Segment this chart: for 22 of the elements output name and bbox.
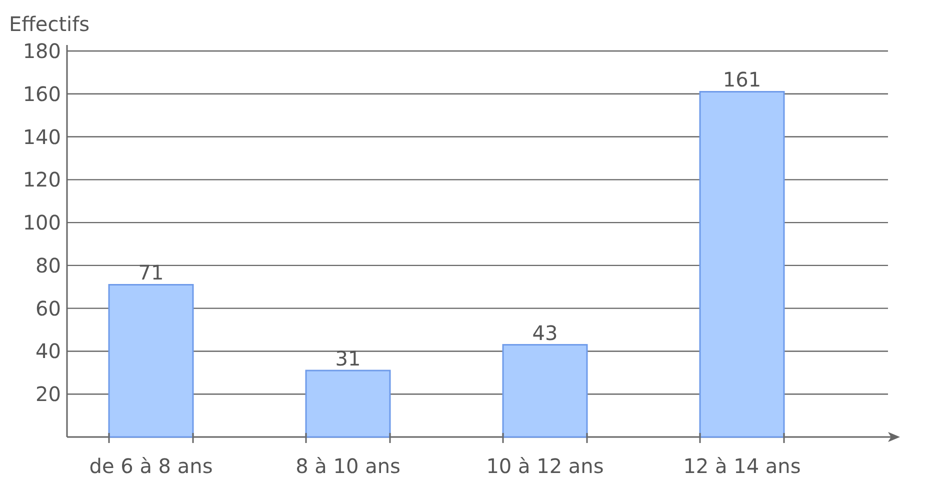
- bar: [699, 90, 785, 438]
- y-tick-label: 60: [36, 296, 61, 320]
- x-tick-label: de 6 à 8 ans: [89, 454, 213, 478]
- x-tick-label: 12 à 14 ans: [683, 454, 801, 478]
- x-tick-label: 8 à 10 ans: [296, 454, 400, 478]
- y-axis-title: Effectifs: [9, 12, 90, 36]
- y-tick-label: 180: [22, 39, 61, 63]
- data-label: 161: [722, 68, 762, 92]
- y-tick-label: 20: [36, 382, 61, 406]
- y-tick-label: 120: [22, 168, 61, 192]
- data-label: 71: [138, 260, 164, 285]
- bar: [502, 344, 588, 438]
- bar: [108, 284, 194, 438]
- data-label: 31: [335, 346, 361, 371]
- y-tick-label: 140: [22, 124, 61, 149]
- y-tick-label: 80: [36, 253, 61, 278]
- y-tick-label: 160: [22, 82, 61, 106]
- y-tick-label: 100: [22, 210, 61, 235]
- bar: [305, 370, 391, 438]
- x-tick-label: 10 à 12 ans: [486, 454, 604, 478]
- y-tick-label: 40: [36, 339, 61, 364]
- data-label: 43: [532, 320, 558, 345]
